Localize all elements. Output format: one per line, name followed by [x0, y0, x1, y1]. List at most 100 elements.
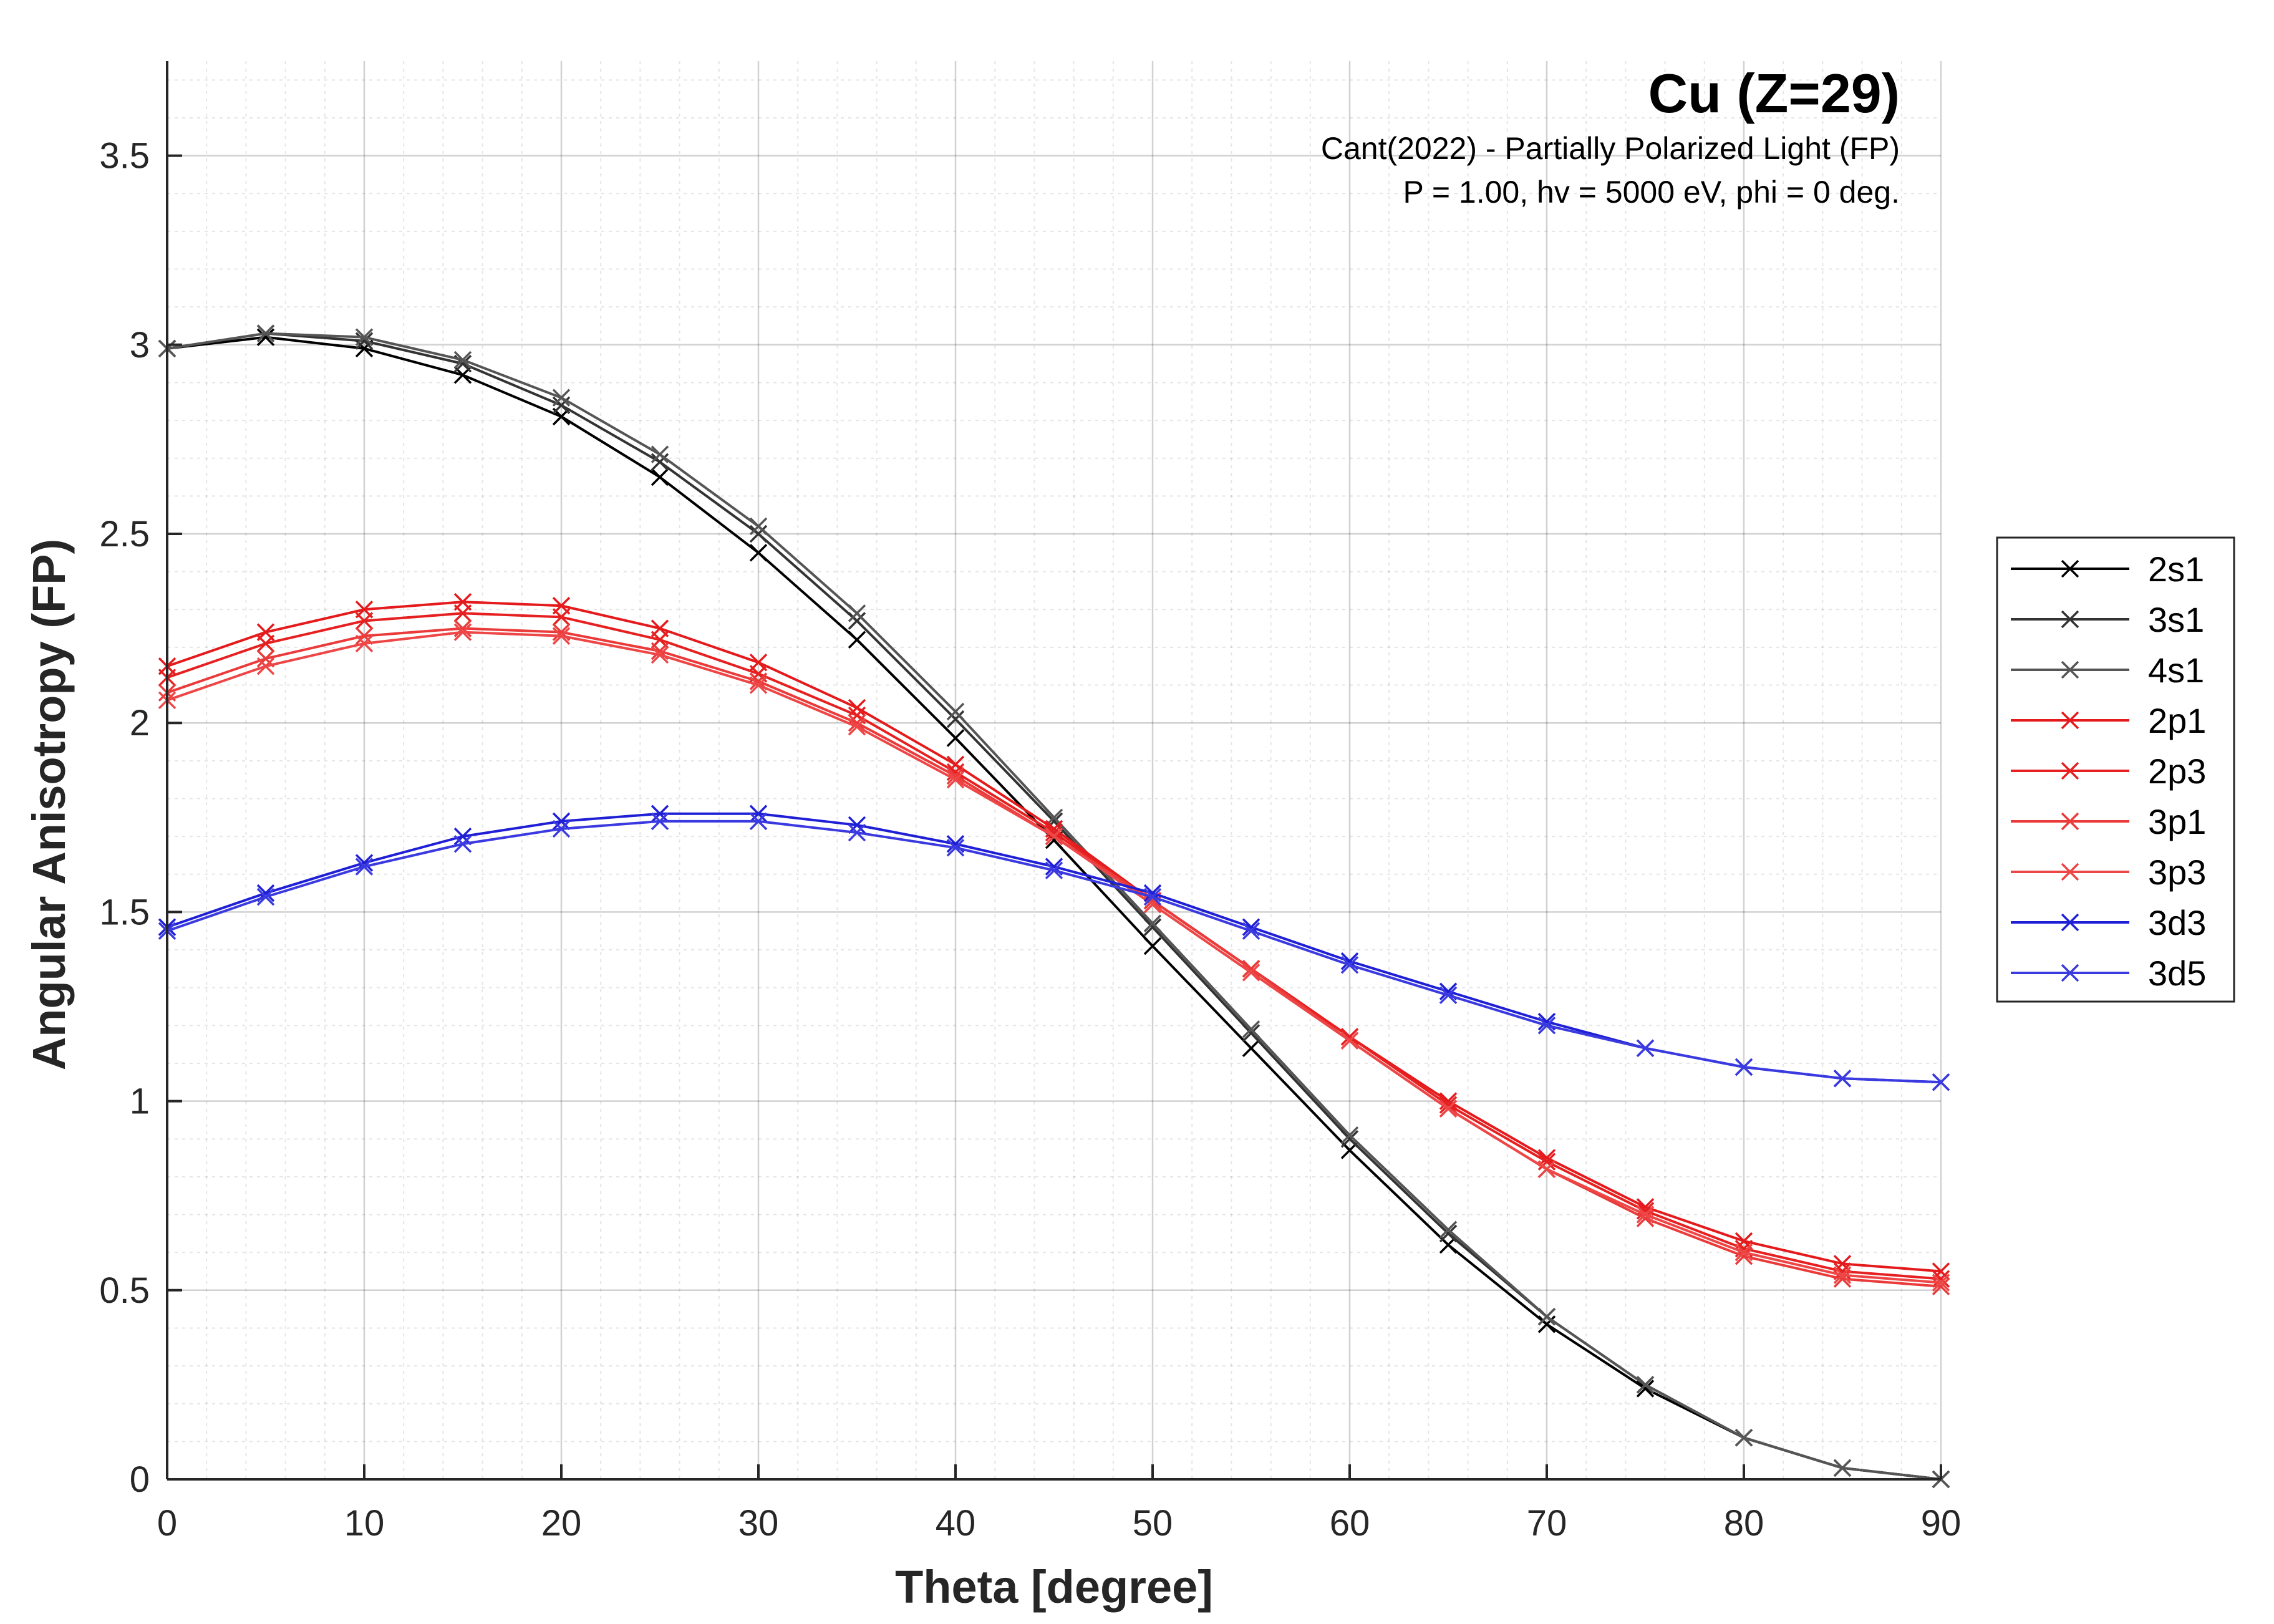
legend-item-2s1: 2s1 — [2011, 549, 2204, 589]
data-point-2s1 — [749, 544, 768, 562]
x-tick-label: 80 — [1724, 1503, 1764, 1544]
data-point-4s1 — [1340, 1126, 1359, 1144]
data-point-3d5 — [749, 812, 768, 831]
legend-label-3p3: 3p3 — [2148, 853, 2206, 892]
legend-label-3s1: 3s1 — [2148, 600, 2204, 639]
series-layer — [158, 324, 1950, 1489]
legend-item-2p3: 2p3 — [2011, 752, 2206, 791]
data-point-3d3 — [749, 805, 768, 823]
y-tick-label: 0.5 — [99, 1270, 150, 1311]
data-point-2p3 — [1045, 823, 1063, 842]
data-point-2s1 — [848, 631, 866, 649]
legend-marker-3d3 — [2061, 913, 2079, 932]
y-tick-label: 3.5 — [99, 136, 150, 176]
data-point-4s1 — [946, 702, 965, 721]
tick-labels: 0 10 20 30 40 50 60 70 80 90 0 0.5 1 1.5 2 2.5 3 3.5 — [99, 136, 1961, 1544]
y-tick-label: 1.5 — [99, 892, 150, 932]
data-point-2s1 — [946, 729, 965, 747]
data-point-2p3 — [552, 608, 571, 626]
data-point-2p3 — [453, 604, 472, 622]
data-point-4s1 — [1735, 1429, 1753, 1447]
data-point-3p3 — [1537, 1160, 1556, 1178]
data-point-3d5 — [848, 823, 866, 842]
data-point-3d5 — [1439, 986, 1458, 1005]
data-point-2s1 — [1242, 1039, 1260, 1057]
legend-label-3d5: 3d5 — [2148, 954, 2206, 993]
legend-item-4s1: 4s1 — [2011, 650, 2204, 690]
data-point-3s1 — [1439, 1224, 1458, 1243]
legend-label-3d3: 3d3 — [2148, 903, 2206, 942]
data-point-3d5 — [1636, 1039, 1655, 1057]
data-point-3p3 — [946, 770, 965, 789]
data-point-3p3 — [1439, 1100, 1458, 1118]
x-tick-label: 10 — [344, 1503, 385, 1544]
data-point-2s1 — [651, 468, 669, 486]
data-point-3d5 — [1045, 861, 1063, 879]
data-point-3p3 — [453, 623, 472, 641]
legend-marker-4s1 — [2061, 660, 2079, 679]
data-point-3s1 — [355, 332, 374, 350]
legend-item-3p3: 3p3 — [2011, 853, 2206, 892]
data-point-4s1 — [1537, 1308, 1556, 1326]
data-point-2s1 — [256, 328, 275, 346]
legend-marker-3p3 — [2061, 863, 2079, 881]
legend-marker-3d5 — [2061, 964, 2079, 982]
legend-item-3d5: 3d5 — [2011, 954, 2206, 993]
data-point-3d5 — [1833, 1069, 1852, 1088]
data-point-2p1 — [1439, 1092, 1458, 1110]
y-tick-label: 2.5 — [99, 514, 150, 554]
legend-marker-3p1 — [2061, 812, 2079, 831]
data-point-3p3 — [848, 718, 866, 736]
legend-label-3p1: 3p1 — [2148, 802, 2206, 841]
data-point-2p3 — [256, 634, 275, 653]
data-point-4s1 — [848, 604, 866, 622]
data-point-3d5 — [1242, 922, 1260, 940]
data-point-2p3 — [1439, 1096, 1458, 1114]
axes — [166, 61, 1942, 1481]
data-point-3p3 — [256, 657, 275, 675]
data-point-3p3 — [1340, 1032, 1359, 1050]
x-tick-label: 20 — [541, 1503, 582, 1544]
data-point-3d5 — [1143, 887, 1162, 906]
legend-item-3d3: 3d3 — [2011, 903, 2206, 942]
y-tick-label: 0 — [130, 1459, 150, 1500]
data-point-4s1 — [749, 517, 768, 536]
y-axis-label: Angular Anisotropy (FP) — [23, 539, 75, 1070]
x-tick-label: 90 — [1921, 1503, 1962, 1544]
data-point-2s1 — [1636, 1380, 1655, 1398]
data-point-3s1 — [651, 453, 669, 471]
data-point-3d3 — [453, 827, 472, 846]
legend-marker-2p1 — [2061, 711, 2079, 730]
legend-label-2p3: 2p3 — [2148, 752, 2206, 791]
data-point-3d5 — [1537, 1017, 1556, 1035]
data-point-3p3 — [552, 627, 571, 645]
data-point-3s1 — [1143, 918, 1162, 936]
legend-marker-2s1 — [2061, 559, 2079, 578]
data-point-3s1 — [749, 524, 768, 543]
legend-label-2s1: 2s1 — [2148, 549, 2204, 589]
data-point-3p3 — [749, 676, 768, 694]
data-point-4s1 — [1143, 914, 1162, 932]
data-point-3d5 — [552, 819, 571, 838]
data-point-3d5 — [1735, 1058, 1753, 1076]
legend-item-2p1: 2p1 — [2011, 701, 2206, 740]
data-point-3d5 — [946, 839, 965, 857]
data-point-3p3 — [1045, 827, 1063, 846]
data-point-2s1 — [1537, 1315, 1556, 1333]
x-axis-label: Theta [degree] — [895, 1561, 1213, 1613]
data-point-4s1 — [552, 389, 571, 407]
data-point-3p3 — [1833, 1266, 1852, 1284]
x-tick-label: 0 — [157, 1503, 177, 1544]
data-point-3d3 — [552, 812, 571, 831]
data-point-2p3 — [1932, 1270, 1950, 1288]
data-point-3d5 — [355, 858, 374, 876]
legend-marker-2p3 — [2061, 761, 2079, 780]
y-tick-label: 2 — [130, 703, 150, 743]
legend-marker-3s1 — [2061, 610, 2079, 629]
data-point-3d5 — [1340, 956, 1359, 974]
chart-subtitle-source: Cant(2022) - Partially Polarized Light (… — [1321, 131, 1900, 166]
legend: 2s1 3s1 4s1 2p1 2p3 3p1 3p3 3d3 3d5 — [1996, 536, 2235, 1003]
data-point-4s1 — [1636, 1376, 1655, 1394]
x-tick-label: 60 — [1330, 1503, 1370, 1544]
